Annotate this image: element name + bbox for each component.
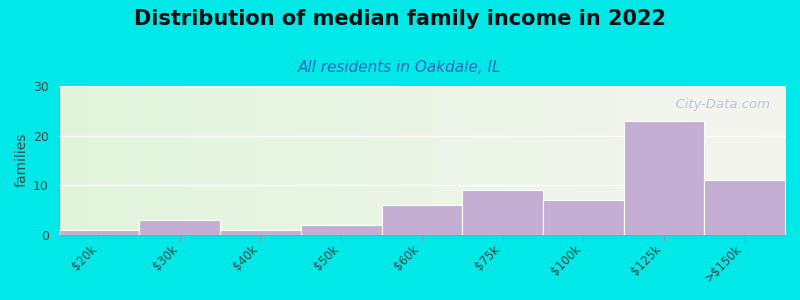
Text: City-Data.com: City-Data.com: [667, 98, 770, 111]
Bar: [382, 205, 462, 235]
Bar: [543, 200, 624, 235]
Text: All residents in Oakdale, IL: All residents in Oakdale, IL: [298, 60, 502, 75]
Bar: [624, 121, 704, 235]
Bar: [58, 230, 139, 235]
Bar: [301, 225, 382, 235]
Bar: [462, 190, 543, 235]
Bar: [139, 220, 220, 235]
Text: Distribution of median family income in 2022: Distribution of median family income in …: [134, 9, 666, 29]
Bar: [220, 230, 301, 235]
Y-axis label: families: families: [15, 133, 29, 188]
Bar: [704, 180, 785, 235]
